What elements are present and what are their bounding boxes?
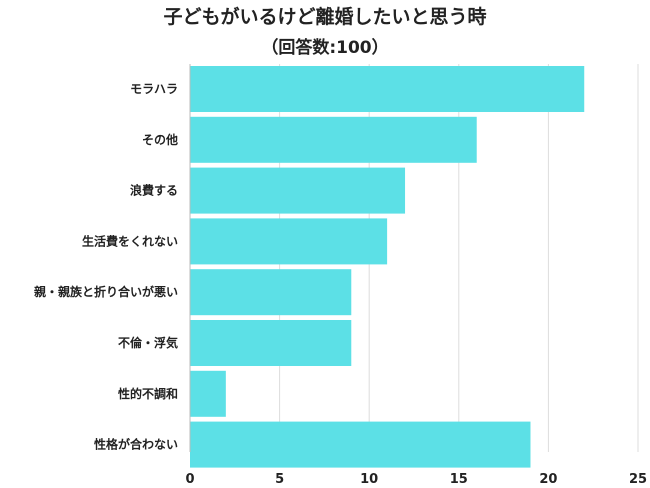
category-label: 浪費する <box>130 183 178 198</box>
x-tick-label: 25 <box>629 472 647 487</box>
x-tick-label: 5 <box>275 472 284 487</box>
category-label: 性格が合わない <box>93 437 178 452</box>
category-label: 親・親族と折り合いが悪い <box>34 284 178 299</box>
category-label: モラハラ <box>130 82 178 96</box>
x-tick-label: 15 <box>450 472 468 487</box>
x-tick-label: 10 <box>360 472 378 487</box>
category-label: 不倫・浮気 <box>118 335 178 350</box>
chart-subtitle: （回答数:100） <box>261 38 389 58</box>
category-label: 生活費をくれない <box>82 233 178 248</box>
bar-1 <box>190 66 585 112</box>
category-label: 性的不調和 <box>117 386 178 401</box>
x-tick-label: 0 <box>185 472 194 487</box>
bar-2 <box>190 116 477 163</box>
category-label: その他 <box>142 132 178 147</box>
bar-8 <box>190 421 531 468</box>
bar-5 <box>190 269 352 316</box>
bar-4 <box>190 218 388 265</box>
bar-7 <box>190 370 226 417</box>
x-tick-label: 20 <box>539 472 557 487</box>
bar-3 <box>190 167 406 214</box>
bar-6 <box>190 320 352 366</box>
chart-title: 子どもがいるけど離婚したいと思う時 <box>163 6 487 28</box>
